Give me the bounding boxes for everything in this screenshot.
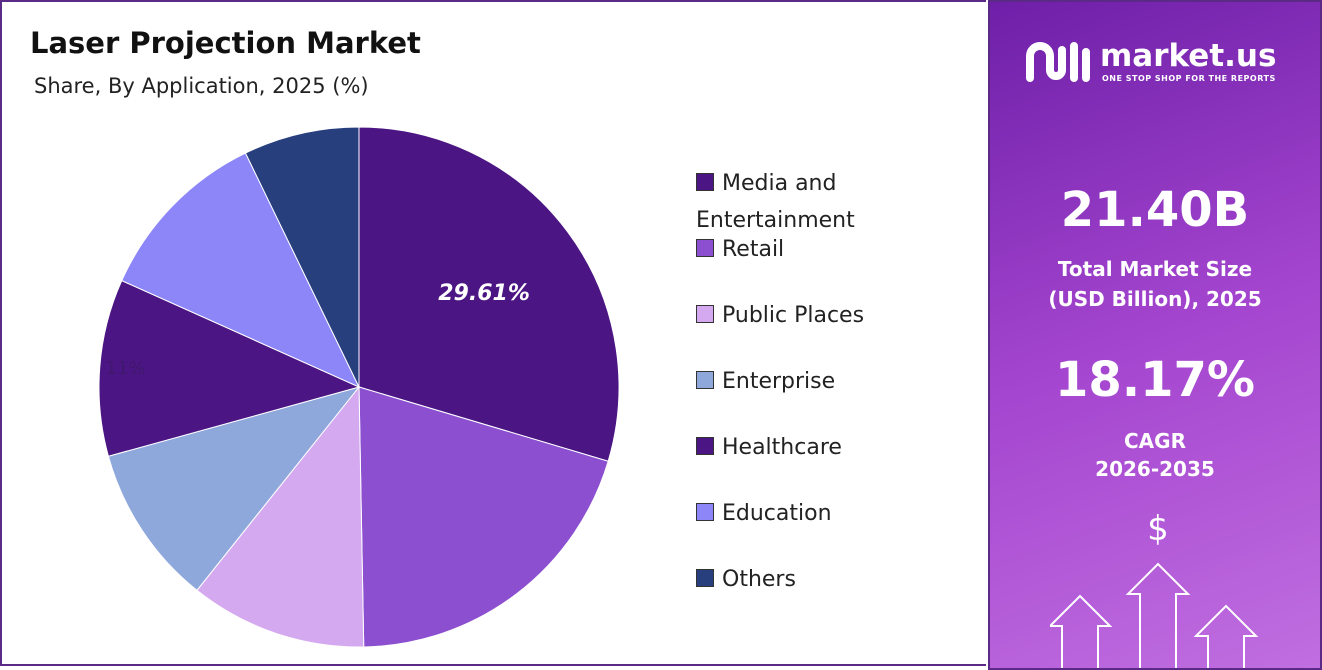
info-panel: market.us ONE STOP SHOP FOR THE REPORTS … — [988, 0, 1322, 670]
legend-swatch — [696, 371, 714, 389]
cagr: 18.17% — [1055, 352, 1255, 408]
legend-swatch — [696, 173, 714, 191]
legend-label: Media and Entertainment — [696, 171, 855, 233]
legend-label: Public Places — [722, 303, 865, 328]
arrows-decoration: $ — [1050, 509, 1259, 668]
brand: market.us — [1100, 38, 1277, 74]
chart-title: Laser Projection Market — [30, 26, 421, 60]
pie-slice — [358, 386, 609, 648]
legend-label: Others — [722, 567, 796, 592]
market-size-label: Total Market Size (USD Billion), 2025 — [1048, 257, 1262, 311]
data-label: 29.61% — [438, 281, 530, 306]
legend-swatch — [696, 437, 714, 455]
legend-swatch — [696, 239, 714, 257]
pie-slice — [98, 279, 361, 457]
chart-subtitle: Share, By Application, 2025 (%) — [34, 74, 369, 98]
cagr-label: CAGR — [1124, 429, 1186, 453]
legend-item: Education — [696, 495, 901, 532]
legend-item: Retail — [696, 231, 901, 268]
legend-label: Enterprise — [722, 369, 836, 394]
legend-item: Others — [696, 561, 901, 598]
legend-label: Education — [722, 501, 832, 526]
tagline: ONE STOP SHOP FOR THE REPORTS — [1102, 74, 1276, 83]
legend-swatch — [696, 503, 714, 521]
pie-slice — [358, 126, 620, 462]
pie-slice — [107, 386, 361, 592]
pie-slice — [196, 385, 365, 648]
pie-slice — [244, 126, 360, 388]
svg-text:$: $ — [1147, 509, 1169, 549]
legend-item: Media and Entertainment — [696, 165, 901, 239]
market-size: 21.40B — [1060, 182, 1250, 238]
data-label: 11% — [106, 358, 146, 379]
legend-swatch — [696, 569, 714, 587]
legend-label: Healthcare — [722, 435, 842, 460]
chart-panel: Laser Projection Market Share, By Applic… — [0, 0, 986, 666]
logo-icon — [1026, 42, 1090, 82]
legend-item: Public Places — [696, 297, 901, 334]
legend-item: Enterprise — [696, 363, 901, 400]
pie: 29.61% 11% — [98, 126, 620, 648]
legend-swatch — [696, 305, 714, 323]
cagr-period: 2026-2035 — [1095, 457, 1215, 481]
legend-item: Healthcare — [696, 429, 901, 466]
pie-slice — [121, 152, 361, 389]
legend-label: Retail — [722, 237, 785, 262]
